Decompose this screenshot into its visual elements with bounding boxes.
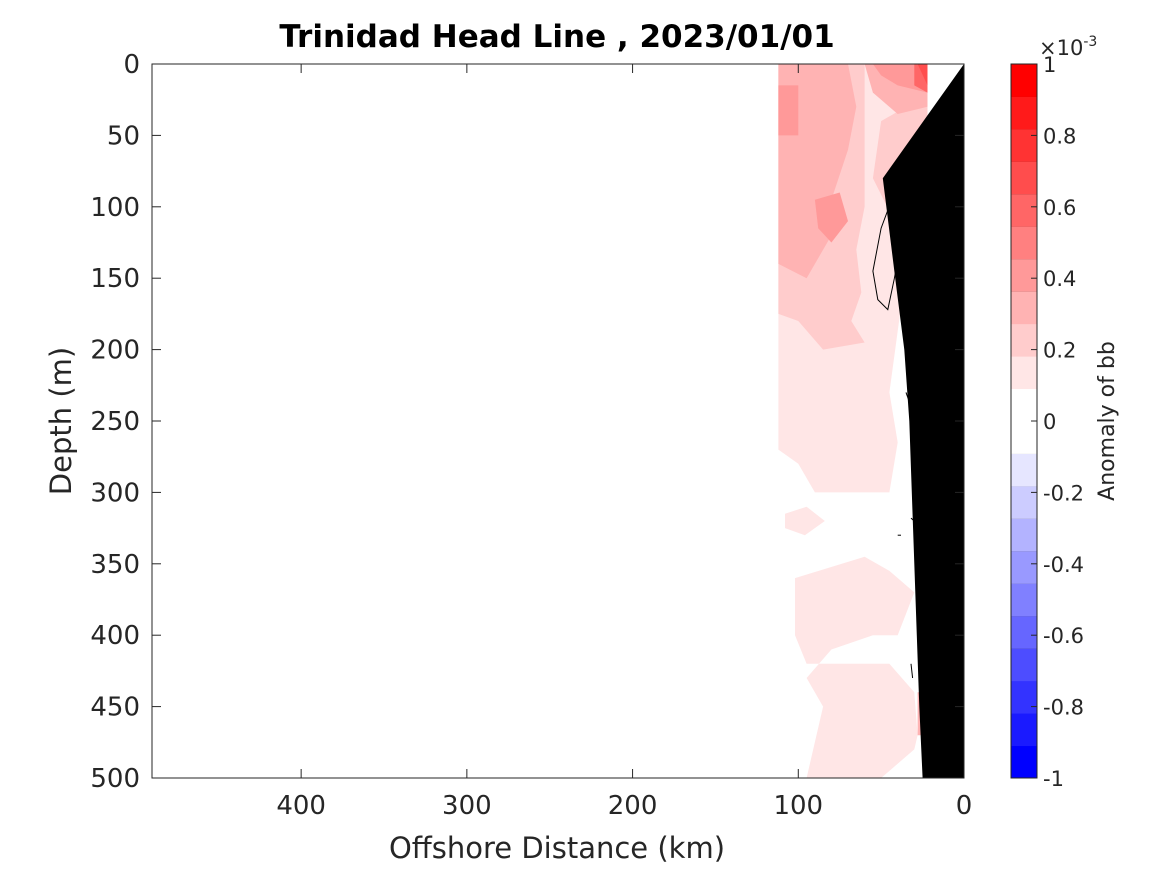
anomaly-region-1	[785, 506, 825, 536]
colorbar-tick-label: 0.6	[1043, 196, 1076, 220]
x-tick-label: 200	[608, 791, 658, 821]
colorbar-swatch	[1011, 485, 1037, 519]
colorbar-swatch	[1011, 518, 1037, 552]
y-tick-label: 250	[90, 407, 140, 437]
colorbar-swatch	[1011, 226, 1037, 260]
colorbar-swatch	[1011, 680, 1037, 714]
colorbar-exponent: ×10-3	[1039, 34, 1097, 60]
anomaly-region-9	[872, 64, 928, 93]
x-tick-label: 300	[442, 791, 492, 821]
y-tick-label: 300	[90, 478, 140, 508]
colorbar-swatch	[1011, 258, 1037, 292]
colorbar-tick-label: 0.2	[1043, 339, 1076, 363]
anomaly-region-2	[795, 556, 918, 778]
colorbar-swatch	[1011, 713, 1037, 747]
y-tick-label: 500	[90, 764, 140, 794]
x-tick-label: 0	[956, 791, 973, 821]
colorbar-tick-label: -0.6	[1043, 624, 1084, 648]
y-axis-label: Depth (m)	[44, 347, 78, 495]
colorbar-swatch	[1011, 388, 1037, 422]
plot-area: 400 300 200 100 0 0 50 100 150 200 250 300 350 400 450…	[90, 50, 972, 821]
y-tick-label: 150	[90, 264, 140, 294]
colorbar-tick-label: 0.8	[1043, 124, 1076, 148]
y-tick-label: 50	[107, 121, 140, 151]
y-tick-label: 400	[90, 621, 140, 651]
anomaly-region-8	[814, 192, 848, 243]
colorbar-swatch	[1011, 583, 1037, 617]
colorbar-swatch	[1011, 453, 1037, 487]
y-tick-label: 350	[90, 550, 140, 580]
chart-title: Trinidad Head Line , 2023/01/01	[279, 19, 834, 55]
colorbar-swatch	[1011, 745, 1037, 779]
zero-contour-4	[910, 663, 914, 679]
colorbar-swatch	[1011, 356, 1037, 390]
colorbar-tick-label: 1	[1043, 53, 1056, 77]
y-tick-label: 0	[123, 50, 140, 80]
y-tick-label: 450	[90, 693, 140, 723]
colorbar-swatch	[1011, 64, 1037, 97]
seafloor-bathymetry	[882, 64, 964, 778]
y-tick-label: 100	[90, 193, 140, 223]
colorbar-swatch	[1011, 291, 1037, 325]
colorbar-swatch	[1011, 323, 1037, 357]
colorbar-swatch	[1011, 193, 1037, 227]
colorbar-swatch	[1011, 550, 1037, 584]
colorbar-tick-label: -0.8	[1043, 696, 1084, 720]
anomaly-region-3	[778, 64, 928, 300]
anomaly-region-11	[917, 64, 928, 86]
x-axis-label: Offshore Distance (km)	[389, 831, 725, 865]
colorbar-tick-label: -0.4	[1043, 553, 1084, 577]
x-tick-label: 400	[276, 791, 326, 821]
colorbar-tick-label: 0.4	[1043, 267, 1076, 291]
anomaly-region-7	[778, 85, 799, 136]
colorbar-swatch	[1011, 648, 1037, 682]
colorbar-swatch	[1011, 421, 1037, 454]
colorbar-label: Anomaly of bb	[1095, 341, 1120, 501]
y-tick-label: 200	[90, 336, 140, 366]
colorbar-swatch	[1011, 128, 1037, 162]
colorbar-swatch	[1011, 615, 1037, 649]
colorbar-swatch	[1011, 161, 1037, 195]
colorbar-swatch	[1011, 96, 1037, 130]
colorbar-tick-label: 0	[1043, 410, 1056, 434]
x-tick-label: 100	[773, 791, 823, 821]
colorbar: -1 -0.8 -0.6 -0.4 -0.2 0 0.2 0.4 0.6 0.8 1	[1010, 53, 1084, 791]
colorbar-tick-label: -0.2	[1043, 481, 1084, 505]
colorbar-tick-label: -1	[1043, 767, 1064, 791]
